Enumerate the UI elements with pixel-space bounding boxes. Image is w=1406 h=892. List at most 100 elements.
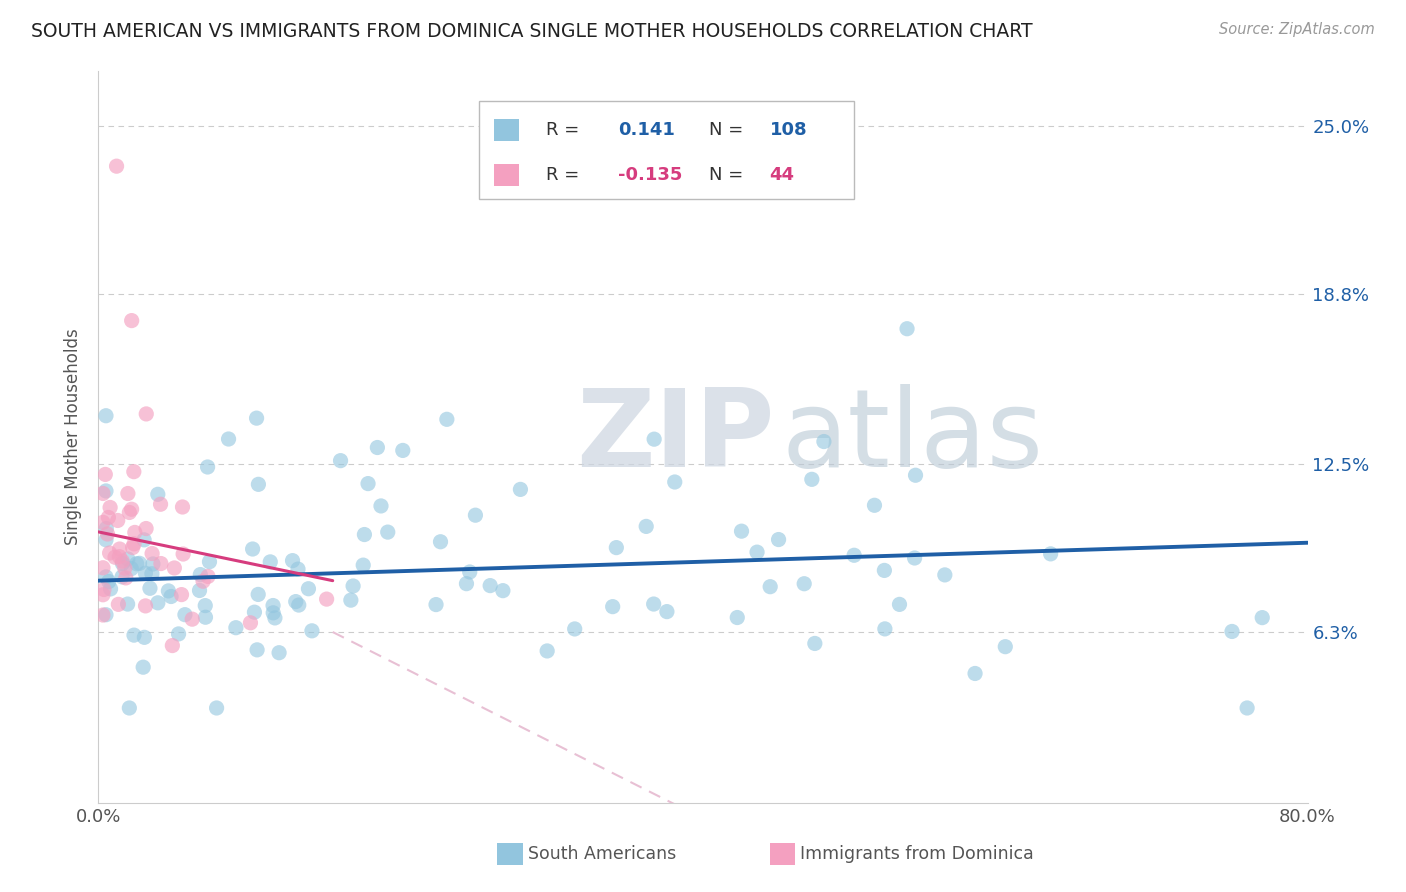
- Bar: [498, 843, 523, 865]
- Point: [117, 486, 139, 500]
- FancyBboxPatch shape: [479, 101, 855, 200]
- Point: [225, 621, 247, 635]
- Point: [188, 567, 211, 582]
- Point: [188, 583, 211, 598]
- Point: [104, 550, 127, 565]
- Point: [194, 610, 217, 624]
- Point: [297, 582, 319, 596]
- Point: [602, 599, 624, 614]
- Point: [108, 542, 131, 557]
- Point: [114, 571, 136, 585]
- Point: [198, 555, 221, 569]
- Text: 44: 44: [769, 166, 794, 184]
- Point: [896, 322, 918, 336]
- Point: [97, 574, 120, 589]
- Point: [509, 483, 531, 497]
- Point: [98, 546, 121, 560]
- Point: [100, 582, 122, 596]
- Point: [370, 499, 392, 513]
- Text: 108: 108: [769, 121, 807, 139]
- Point: [429, 534, 451, 549]
- Point: [636, 519, 658, 533]
- Point: [342, 579, 364, 593]
- Point: [479, 579, 502, 593]
- Point: [122, 465, 145, 479]
- Point: [134, 533, 156, 547]
- Point: [643, 597, 665, 611]
- Point: [436, 412, 458, 426]
- Point: [245, 411, 267, 425]
- Point: [1236, 701, 1258, 715]
- Point: [181, 612, 204, 626]
- Point: [1220, 624, 1243, 639]
- Point: [98, 500, 121, 515]
- Point: [315, 592, 337, 607]
- Point: [160, 590, 183, 604]
- Text: ZIP: ZIP: [576, 384, 775, 490]
- Point: [287, 562, 309, 576]
- Point: [205, 701, 228, 715]
- Point: [128, 557, 150, 571]
- Point: [167, 627, 190, 641]
- Point: [172, 547, 194, 561]
- Point: [357, 476, 380, 491]
- Point: [135, 522, 157, 536]
- Point: [149, 557, 172, 571]
- Point: [239, 615, 262, 630]
- Point: [172, 500, 194, 514]
- Point: [863, 498, 886, 512]
- Point: [111, 557, 134, 571]
- Point: [246, 643, 269, 657]
- Point: [94, 483, 117, 498]
- Point: [262, 599, 284, 613]
- Point: [122, 537, 145, 551]
- Point: [105, 159, 128, 173]
- Point: [94, 570, 117, 584]
- Point: [759, 580, 782, 594]
- Point: [464, 508, 486, 523]
- Point: [94, 533, 117, 547]
- Point: [352, 558, 374, 573]
- Point: [329, 453, 352, 467]
- Point: [134, 599, 156, 613]
- Point: [124, 525, 146, 540]
- Point: [134, 566, 156, 581]
- Point: [125, 557, 148, 571]
- Point: [91, 516, 114, 530]
- Point: [162, 639, 184, 653]
- Point: [132, 660, 155, 674]
- Point: [97, 510, 120, 524]
- Point: [492, 583, 515, 598]
- Point: [146, 596, 169, 610]
- Point: [269, 646, 291, 660]
- Point: [114, 561, 136, 575]
- Text: Source: ZipAtlas.com: Source: ZipAtlas.com: [1219, 22, 1375, 37]
- Point: [800, 472, 823, 486]
- Point: [94, 467, 117, 482]
- Point: [458, 565, 481, 579]
- Point: [141, 547, 163, 561]
- Point: [247, 587, 270, 601]
- Point: [191, 574, 214, 589]
- Point: [904, 468, 927, 483]
- Point: [844, 548, 866, 562]
- Point: [536, 644, 558, 658]
- Point: [725, 610, 748, 624]
- Point: [134, 631, 156, 645]
- Point: [793, 576, 815, 591]
- Point: [91, 588, 114, 602]
- Point: [121, 313, 143, 327]
- Point: [142, 557, 165, 571]
- Point: [934, 568, 956, 582]
- Point: [301, 624, 323, 638]
- Point: [218, 432, 240, 446]
- Text: R =: R =: [546, 166, 579, 184]
- Point: [340, 593, 363, 607]
- Point: [141, 566, 163, 581]
- Point: [889, 598, 911, 612]
- Point: [664, 475, 686, 489]
- Point: [243, 605, 266, 619]
- Point: [120, 561, 142, 575]
- Point: [391, 443, 413, 458]
- Point: [873, 622, 896, 636]
